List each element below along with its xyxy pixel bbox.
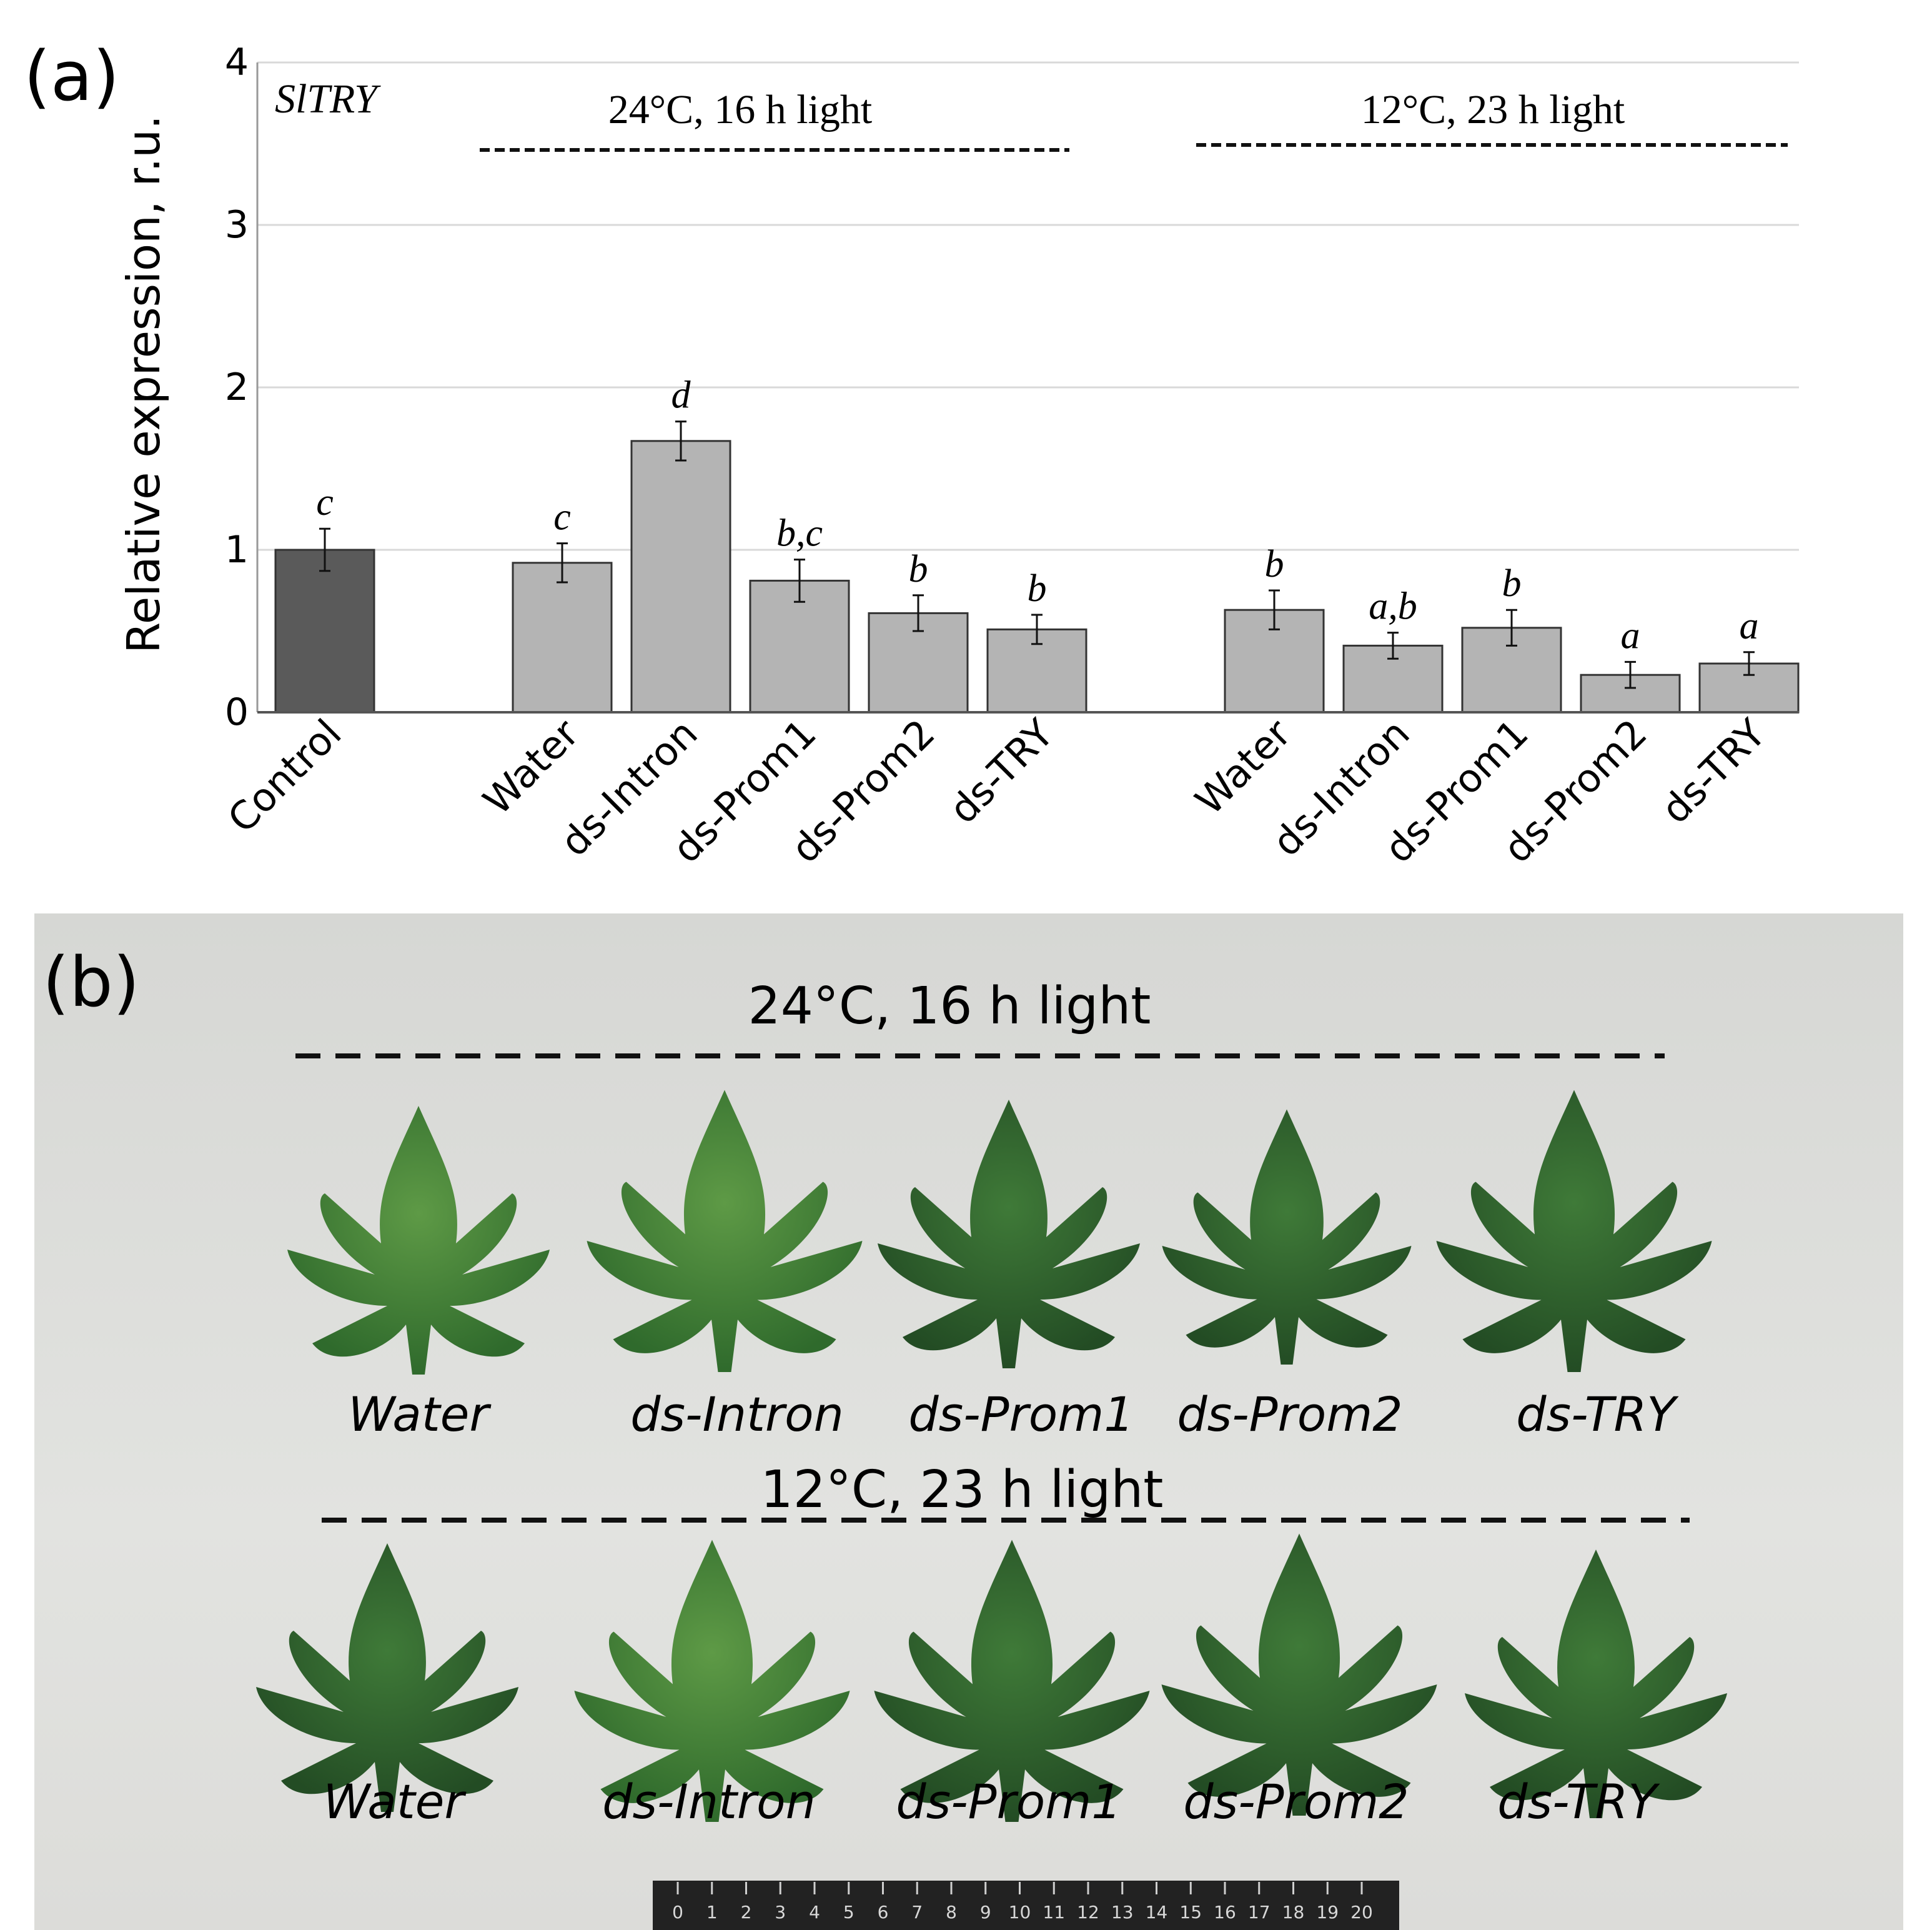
x-tick-label: Water	[1186, 710, 1300, 824]
y-tick-label: 2	[225, 366, 249, 409]
ruler-tick-label: 17	[1248, 1902, 1271, 1923]
ruler-tick-label: 11	[1043, 1902, 1065, 1923]
group1-title: 24°C, 16 h light	[608, 87, 872, 132]
ruler-tick-label: 12	[1077, 1902, 1099, 1923]
leaf-label: Water	[323, 1774, 467, 1829]
bar	[630, 440, 731, 714]
y-tick-label: 3	[225, 203, 249, 247]
significance-letter: a	[1621, 614, 1640, 657]
ruler-tick-label: 10	[1009, 1902, 1031, 1923]
significance-letter: b	[1265, 543, 1284, 585]
ruler-tick-label: 15	[1179, 1902, 1202, 1923]
x-tick-label: Water	[474, 710, 588, 824]
significance-letter: b	[909, 548, 928, 590]
x-tick-labels: Control Waterds-Intronds-Prom1ds-Prom2ds-…	[219, 710, 1775, 872]
row1-title: 24°C, 16 h light	[748, 977, 1151, 1036]
significance-letter: b	[1502, 562, 1522, 605]
panel-a: (a) Relative expression, r.u. 0 1 2 3 4 SlTR…	[24, 36, 1800, 872]
significance-letter: c	[553, 496, 571, 539]
y-tick-label: 4	[225, 41, 249, 84]
leaf-label: Water	[348, 1386, 492, 1442]
ruler-tick-label: 18	[1282, 1902, 1305, 1923]
ruler-tick-label: 13	[1111, 1902, 1134, 1923]
ruler-tick-label: 16	[1214, 1902, 1236, 1923]
significance-letter: a	[1740, 605, 1759, 647]
ruler-tick-label: 5	[843, 1902, 855, 1923]
panel-a-label: (a)	[24, 36, 119, 116]
ruler-tick-label: 19	[1316, 1902, 1339, 1923]
leaf-label: ds-Prom2	[1183, 1774, 1409, 1829]
ruler-tick-label: 6	[878, 1902, 889, 1923]
significance-letter: c	[316, 481, 334, 524]
leaf-label: ds-Prom1	[896, 1774, 1121, 1829]
ruler-tick-label: 14	[1146, 1902, 1168, 1923]
leaf-label: ds-Prom2	[1177, 1386, 1402, 1442]
ruler: 0 1 2 3 4 5 6 7 8 9 10 11 12 13 14 15 16 17 18 19 20	[653, 1881, 1399, 1930]
gridlines	[257, 61, 1799, 551]
ruler-tick-label: 1	[706, 1902, 718, 1923]
gene-title: SlTRY	[275, 76, 381, 122]
significance-letter: b,c	[776, 512, 823, 555]
x-tick-label: ds-TRY	[940, 710, 1062, 832]
ruler-tick-label: 20	[1350, 1902, 1373, 1923]
ruler-tick-label: 4	[809, 1902, 820, 1923]
ruler-tick-label: 8	[946, 1902, 957, 1923]
leaf-label: ds-TRY	[1516, 1386, 1679, 1442]
bar	[274, 549, 375, 714]
ruler-ticks: 0 1 2 3 4 5 6 7 8 9 10 11 12 13 14 15 16 17 18 19 20	[672, 1882, 1373, 1923]
ruler-tick-label: 3	[775, 1902, 786, 1923]
leaf-label: ds-TRY	[1497, 1774, 1660, 1829]
x-tick-label: ds-TRY	[1652, 710, 1774, 832]
panel-b: (b) 24°C, 16 h light Water ds-Intron ds-Pr…	[34, 913, 1903, 1930]
y-tick-label: 1	[225, 528, 249, 572]
group2-title: 12°C, 23 h light	[1361, 87, 1625, 132]
row2-labels: Water ds-Intron ds-Prom1 ds-Prom2 ds-TRY	[323, 1774, 1660, 1829]
y-axis-label: Relative expression, r.u.	[117, 115, 170, 654]
leaf-label: ds-Intron	[630, 1386, 844, 1442]
ruler-tick-label: 0	[672, 1902, 683, 1923]
y-tick-labels: 0 1 2 3 4	[225, 41, 249, 734]
row1-labels: Water ds-Intron ds-Prom1 ds-Prom2 ds-TRY	[348, 1386, 1679, 1442]
panel-b-label: (b)	[42, 942, 140, 1022]
ruler-tick-label: 9	[980, 1902, 991, 1923]
bar	[512, 562, 613, 714]
significance-letter: a,b	[1369, 585, 1417, 628]
ruler-tick-label: 7	[911, 1902, 923, 1923]
leaf-label: ds-Intron	[602, 1774, 816, 1829]
ruler-tick-label: 2	[741, 1902, 752, 1923]
significance-letter: b	[1028, 567, 1047, 610]
row2-title: 12°C, 23 h light	[761, 1460, 1164, 1520]
significance-letter: d	[671, 374, 691, 417]
leaf-label: ds-Prom1	[908, 1386, 1134, 1442]
y-tick-label: 0	[225, 690, 249, 734]
bars-layer: c c d b,c b b b a,b b a a	[274, 374, 1800, 714]
